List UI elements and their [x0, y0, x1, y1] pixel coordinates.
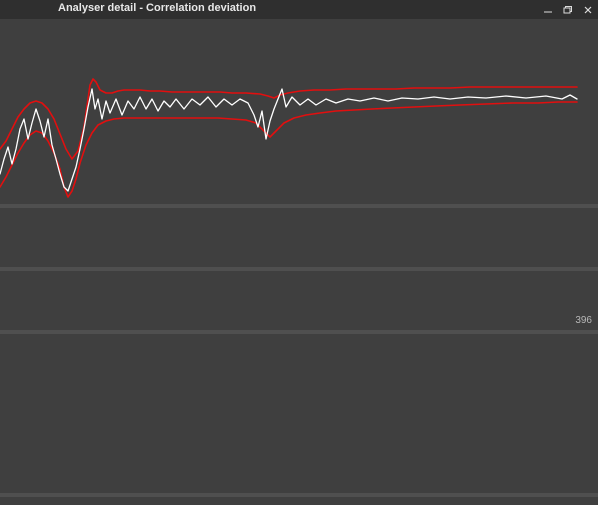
titlebar[interactable]: Analyser detail - Correlation deviation — [0, 0, 598, 19]
chart-panel — [0, 19, 598, 204]
close-icon — [583, 5, 593, 15]
restore-button[interactable] — [558, 0, 578, 19]
series-upper_bound — [0, 79, 577, 159]
restore-icon — [563, 5, 573, 15]
minimize-icon — [543, 5, 553, 15]
readout-value: 396 — [575, 315, 592, 326]
analyser-window: Analyser detail - Correlation deviation — [0, 0, 598, 505]
panel-2 — [0, 208, 598, 267]
window-title: Analyser detail - Correlation deviation — [58, 2, 256, 14]
panel-stack: 396 — [0, 19, 598, 505]
panel-4 — [0, 334, 598, 493]
panel-3: 396 — [0, 271, 598, 330]
minimize-button[interactable] — [538, 0, 558, 19]
close-button[interactable] — [578, 0, 598, 19]
panel-5 — [0, 497, 598, 505]
window-controls — [538, 0, 598, 19]
correlation-chart — [0, 19, 598, 204]
